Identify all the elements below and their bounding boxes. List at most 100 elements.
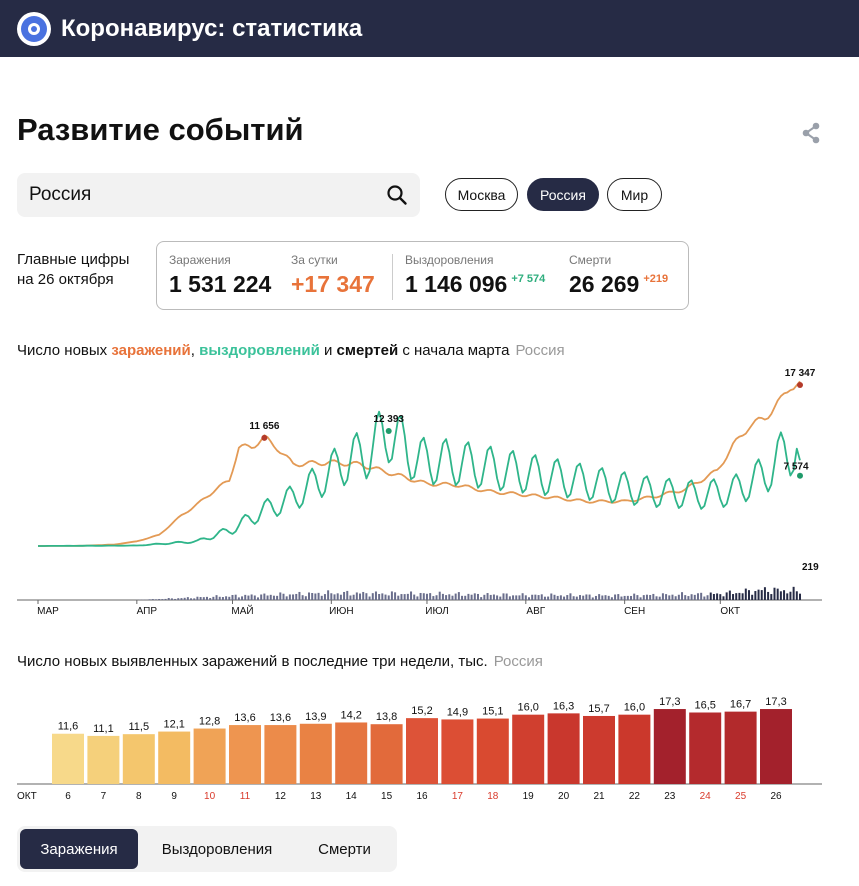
death-bar (355, 592, 358, 600)
region-chip-russia[interactable]: Россия (527, 178, 599, 211)
death-bar (483, 594, 486, 600)
death-bar (260, 594, 263, 600)
bar-value-label: 16,0 (517, 702, 538, 714)
bar-value-label: 13,6 (234, 712, 255, 724)
death-bar (543, 596, 546, 600)
share-icon[interactable] (799, 121, 823, 145)
death-bar (712, 593, 715, 600)
death-bar (234, 594, 237, 600)
death-bar (572, 596, 575, 600)
death-bar (760, 590, 763, 600)
death-bar (374, 591, 377, 600)
bar-value-label: 16,0 (624, 702, 645, 714)
death-bar (728, 590, 731, 600)
x-tick-label: 18 (487, 791, 499, 802)
tab-deaths[interactable]: Смерти (318, 840, 371, 858)
x-tick-label: 23 (664, 791, 676, 802)
death-bar (709, 592, 712, 600)
death-bar (604, 595, 607, 600)
bar-value-label: 16,7 (730, 699, 751, 711)
x-tick-label: 11 (240, 791, 251, 802)
search-input[interactable]: Россия (29, 184, 92, 205)
death-bar (722, 596, 725, 600)
death-bar (486, 593, 489, 600)
x-month-label: ОКТ (17, 791, 37, 802)
death-bar (285, 596, 288, 600)
death-bar (365, 593, 368, 600)
bar (547, 713, 580, 784)
x-tick-label: 26 (770, 791, 782, 802)
tab-infections[interactable]: Заражения (20, 829, 138, 869)
death-bar (719, 594, 722, 600)
region-chip-moscow[interactable]: Москва (445, 178, 518, 211)
death-bar (594, 595, 597, 600)
bar-value-label: 14,2 (340, 709, 361, 721)
x-tick-label: 14 (346, 791, 358, 802)
death-bar (776, 588, 779, 600)
app-logo-icon[interactable] (17, 11, 51, 46)
bar (158, 731, 191, 784)
region-chip-world[interactable]: Мир (607, 178, 662, 211)
app-title[interactable]: Коронавирус: статистика (61, 14, 363, 42)
series-line-выздоровлений (38, 410, 801, 547)
death-bar (534, 594, 537, 600)
timeline-chart[interactable]: 11 656 12 393 17 347 7 574 219 МАР АПР МАЙ ИЮН ИЮ… (0, 365, 859, 625)
death-bar (161, 599, 164, 600)
death-bar (677, 594, 680, 600)
death-bar (553, 594, 556, 600)
death-bar (537, 595, 540, 600)
death-bar (630, 595, 633, 600)
death-bar (333, 594, 336, 600)
death-bar (649, 595, 652, 600)
death-bar (614, 594, 617, 600)
x-tick-label: МАЙ (231, 604, 253, 617)
death-bar (199, 597, 202, 600)
search-icon[interactable] (386, 184, 408, 206)
x-tick-label: АВГ (526, 606, 545, 617)
death-bar (435, 595, 438, 600)
death-bar (151, 599, 154, 600)
stat-deaths-delta: +219 (643, 273, 669, 285)
death-bar (384, 594, 387, 600)
bar (193, 728, 226, 784)
death-bar (394, 592, 397, 600)
death-bar (716, 593, 719, 600)
death-bar (499, 596, 502, 600)
death-bar (579, 595, 582, 600)
death-bar (279, 592, 282, 600)
death-bar (263, 593, 266, 600)
bar (87, 735, 120, 784)
x-tick-label: 13 (310, 791, 322, 802)
death-bar (387, 595, 390, 600)
death-bar (610, 597, 613, 600)
death-bar (177, 598, 180, 600)
death-bar (757, 589, 760, 600)
bar (52, 733, 84, 784)
death-bar (231, 594, 234, 600)
bar (335, 722, 368, 784)
death-bar (792, 586, 795, 600)
bar-value-label: 11,1 (93, 723, 114, 735)
daily-bar-chart[interactable]: ОКТ 11,6 6 11,1 7 11,5 8 12,1 9 12,8 10 13,6 11 13,6 1… (0, 680, 859, 810)
death-bar (706, 595, 709, 600)
region-search[interactable]: Россия (17, 173, 420, 217)
death-bar (582, 595, 585, 600)
death-bar (461, 595, 464, 600)
death-bar (381, 593, 384, 600)
death-bar (256, 597, 259, 600)
bar-value-label: 13,8 (376, 711, 397, 723)
bar (476, 718, 509, 784)
tab-recoveries[interactable]: Выздоровления (161, 840, 273, 858)
death-bar (186, 597, 189, 600)
death-bar (237, 597, 240, 600)
death-bar (518, 595, 521, 600)
bar-value-label: 12,1 (163, 719, 184, 731)
death-bar (738, 592, 741, 600)
death-bar (524, 595, 527, 600)
stats-divider (392, 254, 393, 300)
bar (583, 715, 615, 784)
death-bar (569, 593, 572, 600)
x-tick-label: 15 (381, 791, 393, 802)
death-bar (266, 595, 269, 600)
death-bar (164, 598, 167, 600)
